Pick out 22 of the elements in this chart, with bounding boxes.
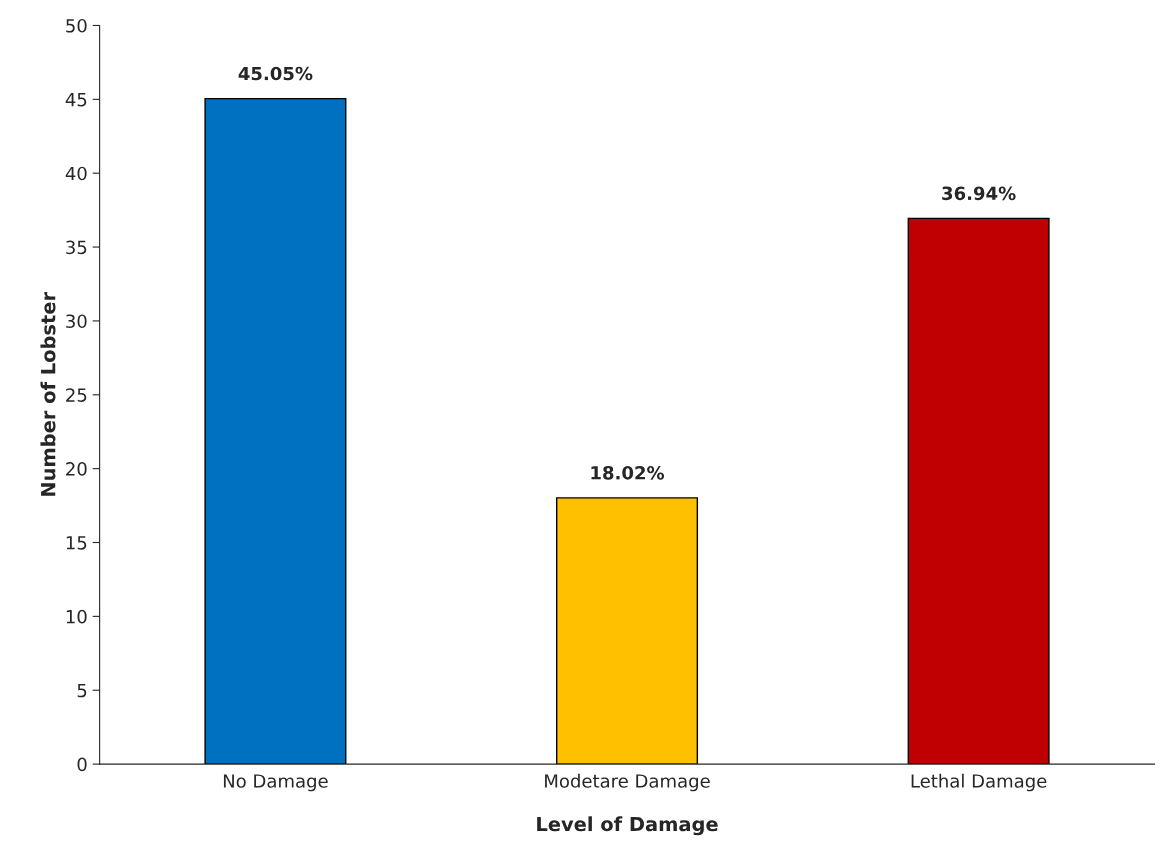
- y-tick-label: 25: [66, 388, 87, 402]
- y-tick-label: 35: [66, 240, 87, 255]
- y-axis-title: Number of Lobster: [40, 291, 56, 496]
- x-axis-title: Level of Damage: [537, 816, 718, 836]
- bar: [907, 217, 1050, 765]
- y-tick-label: 40: [65, 166, 87, 181]
- bar: [204, 97, 347, 765]
- y-tick-label: 15: [66, 536, 87, 550]
- y-tick-label: 5: [77, 683, 87, 698]
- y-tick-label: 30: [66, 314, 87, 329]
- x-tick-label: Lethal Damage: [911, 773, 1047, 792]
- y-tick-label: 0: [77, 757, 87, 772]
- data-label: 36.94%: [942, 186, 1016, 201]
- x-tick-label: No Damage: [223, 774, 328, 792]
- y-tick-label: 10: [66, 609, 87, 624]
- bar: [556, 497, 699, 765]
- data-label: 18.02%: [591, 465, 665, 480]
- data-label: 45.05%: [238, 66, 313, 81]
- y-tick-label: 45: [65, 93, 87, 107]
- y-tick-label: 50: [66, 18, 87, 33]
- y-tick-label: 20: [66, 462, 87, 476]
- x-tick-label: Modetare Damage: [545, 773, 710, 792]
